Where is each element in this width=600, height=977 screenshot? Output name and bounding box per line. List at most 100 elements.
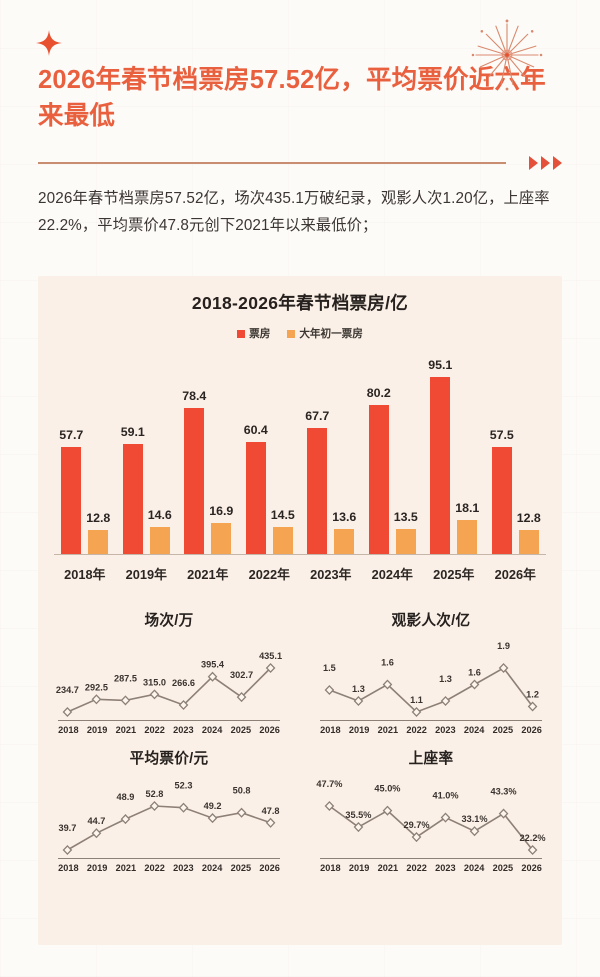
bar-chart: 2018-2026年春节档票房/亿 票房 大年初一票房 57.7 12.8 59.1… bbox=[38, 276, 562, 583]
legend-label-primary: 票房 bbox=[249, 328, 271, 340]
bar-secondary: 13.5 bbox=[393, 359, 418, 554]
mini-x-tick: 2025 bbox=[230, 725, 252, 735]
mini-x-tick: 2018 bbox=[58, 725, 79, 735]
bar-x-tick: 2025年 bbox=[433, 567, 475, 582]
data-point-label: 1.3 bbox=[439, 673, 452, 684]
bar-group: 95.1 18.1 bbox=[423, 358, 485, 554]
mini-line-chart: 上座率 47.7% 35.5% 45.0% 29.7% 41.0% 33.1% 43.3% 22… bbox=[300, 739, 562, 877]
bar-x-tick: 2024年 bbox=[371, 567, 413, 582]
mini-plot-area: 234.7 292.5 287.5 315.0 266.6 395.4 302.7 435.1 bbox=[54, 634, 284, 720]
bar-chart-legend: 票房 大年初一票房 bbox=[38, 326, 562, 341]
bar-value-label: 59.1 bbox=[120, 425, 145, 439]
data-point-label: 39.7 bbox=[58, 822, 76, 833]
mini-x-tick: 2021 bbox=[115, 863, 137, 873]
data-point-marker bbox=[325, 686, 333, 694]
data-point-marker bbox=[384, 807, 392, 815]
mini-x-tick: 2019 bbox=[348, 725, 370, 735]
data-point-marker bbox=[384, 680, 392, 688]
data-point-marker bbox=[93, 829, 101, 837]
data-point-label: 45.0% bbox=[374, 782, 401, 793]
bar-group: 57.5 12.8 bbox=[485, 359, 547, 554]
line-path bbox=[67, 806, 270, 850]
data-point-marker bbox=[63, 708, 71, 716]
data-point-marker bbox=[180, 701, 188, 709]
bar-value-label: 13.6 bbox=[332, 510, 357, 524]
mini-x-tick: 2024 bbox=[201, 863, 223, 873]
bar-secondary: 14.5 bbox=[270, 359, 295, 554]
bar-value-label: 14.5 bbox=[270, 508, 295, 522]
data-point-label: 48.9 bbox=[117, 791, 135, 802]
summary-paragraph: 2026年春节档票房57.52亿，场次435.1万破纪录，观影人次1.20亿，上… bbox=[38, 190, 550, 234]
data-point-marker bbox=[238, 809, 246, 817]
data-point-label: 1.9 bbox=[497, 640, 510, 651]
data-point-marker bbox=[413, 708, 421, 716]
mini-x-tick: 2022 bbox=[406, 863, 427, 873]
bar-value-label: 95.1 bbox=[428, 358, 453, 372]
data-point-marker bbox=[442, 813, 450, 821]
mini-x-tick: 2019 bbox=[86, 725, 108, 735]
data-point-marker bbox=[267, 664, 275, 672]
data-point-label: 266.6 bbox=[172, 677, 195, 688]
bar-primary: 60.4 bbox=[244, 359, 268, 554]
data-point-marker bbox=[209, 814, 217, 822]
data-point-marker bbox=[325, 802, 333, 810]
data-point-label: 302.7 bbox=[230, 669, 253, 680]
mini-x-axis-labels: 2018 2019 2021 2022 2023 2024 2025 2026 bbox=[54, 863, 284, 873]
data-point-label: 287.5 bbox=[114, 672, 137, 683]
mini-x-tick: 2026 bbox=[259, 725, 280, 735]
data-point-label: 49.2 bbox=[204, 800, 222, 811]
legend-item-primary: 票房 bbox=[237, 326, 270, 341]
data-point-marker bbox=[413, 833, 421, 841]
four-point-star-icon bbox=[36, 30, 62, 56]
data-point-marker bbox=[471, 680, 479, 688]
data-point-label: 35.5% bbox=[345, 809, 372, 820]
data-point-label: 315.0 bbox=[143, 676, 166, 687]
data-point-marker bbox=[471, 827, 479, 835]
data-point-marker bbox=[500, 664, 508, 672]
bar-x-axis-labels: 2018年 2019年 2021年 2022年 2023年 2024年 2025年 2026年 bbox=[54, 564, 546, 583]
mini-x-axis-line bbox=[320, 858, 542, 859]
bar-primary: 67.7 bbox=[305, 359, 329, 554]
bar-value-label: 57.5 bbox=[489, 428, 514, 442]
bar-plot-area: 57.7 12.8 59.1 14.6 78.4 16.9 60.4 14.5 67.7 13.6… bbox=[54, 358, 547, 555]
bar-secondary: 18.1 bbox=[455, 359, 480, 554]
mini-x-axis-labels: 2018 2019 2021 2022 2023 2024 2025 2026 bbox=[316, 725, 546, 735]
data-point-marker bbox=[529, 846, 537, 854]
bar-secondary: 14.6 bbox=[147, 359, 172, 554]
legend-swatch-secondary bbox=[287, 329, 296, 338]
data-point-label: 22.2% bbox=[520, 832, 547, 843]
data-point-label: 50.8 bbox=[233, 785, 251, 796]
data-point-marker bbox=[151, 802, 159, 810]
mini-chart-title: 场次/万 bbox=[144, 613, 194, 629]
bar-group: 80.2 13.5 bbox=[362, 359, 424, 554]
bar-primary: 59.1 bbox=[120, 359, 145, 554]
mini-x-tick: 2018 bbox=[320, 725, 341, 735]
data-point-label: 1.2 bbox=[526, 688, 539, 699]
data-point-marker bbox=[93, 695, 101, 703]
firework-burst-icon bbox=[471, 19, 543, 91]
mini-x-tick: 2024 bbox=[463, 725, 485, 735]
data-point-marker bbox=[180, 804, 188, 812]
mini-x-tick: 2024 bbox=[463, 863, 485, 873]
bar-value-label: 14.6 bbox=[147, 508, 172, 522]
data-point-marker bbox=[122, 696, 130, 704]
bar-value-label: 18.1 bbox=[455, 501, 480, 515]
data-point-marker bbox=[238, 693, 246, 701]
mini-x-tick: 2021 bbox=[377, 725, 399, 735]
mini-x-tick: 2022 bbox=[406, 725, 427, 735]
bar-secondary: 12.8 bbox=[86, 359, 110, 554]
mini-x-tick: 2026 bbox=[521, 863, 542, 873]
bar-value-label: 13.5 bbox=[393, 510, 418, 524]
mini-charts-grid: 场次/万 234.7 292.5 287.5 315.0 266.6 395.4 302.7 4… bbox=[38, 601, 562, 877]
mini-x-axis-line bbox=[58, 858, 280, 859]
data-point-label: 29.7% bbox=[403, 819, 430, 830]
bar-primary: 57.7 bbox=[59, 359, 83, 554]
bar-value-label: 78.4 bbox=[182, 389, 207, 403]
line-path bbox=[329, 668, 532, 712]
data-point-label: 43.3% bbox=[491, 785, 518, 796]
mini-x-tick: 2026 bbox=[521, 725, 542, 735]
mini-x-tick: 2022 bbox=[144, 725, 165, 735]
mini-x-tick: 2025 bbox=[230, 863, 252, 873]
bar-value-label: 12.8 bbox=[516, 511, 541, 525]
mini-x-axis-line bbox=[320, 720, 542, 721]
